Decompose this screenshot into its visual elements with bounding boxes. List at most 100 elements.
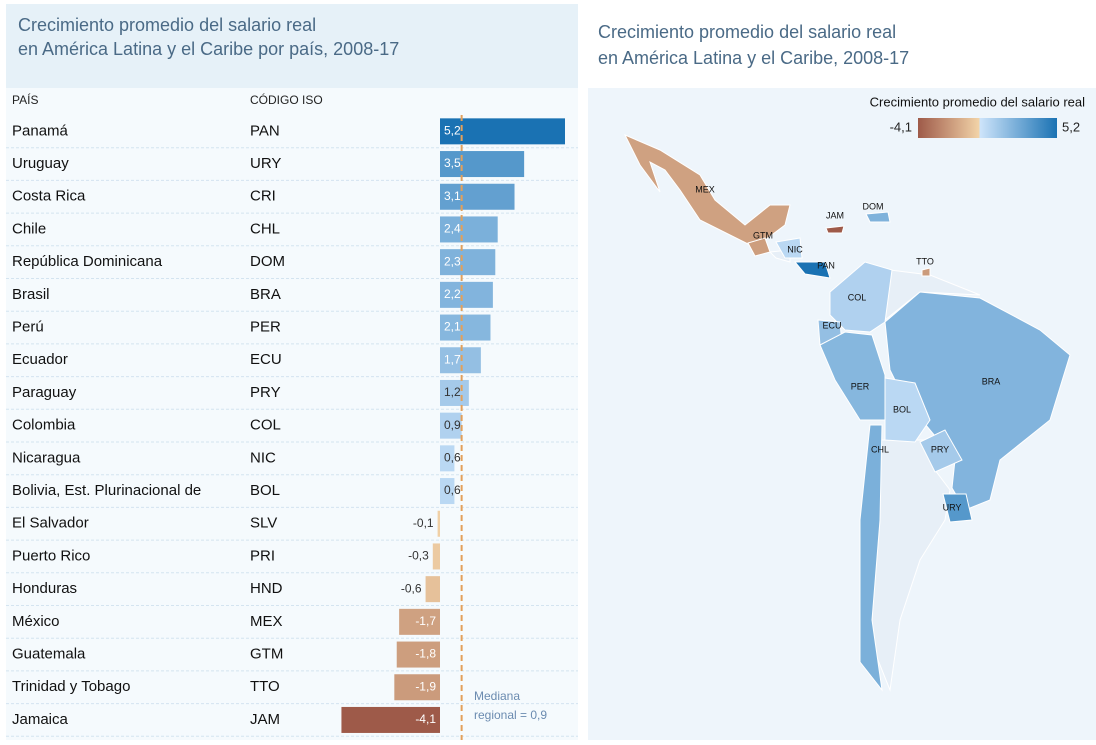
category-label: Guatemala xyxy=(12,646,86,663)
value-label: 3,5 xyxy=(444,156,461,170)
map-title: en América Latina y el Caribe, 2008-17 xyxy=(598,48,909,68)
value-label: -0,1 xyxy=(413,516,434,530)
category-label: Honduras xyxy=(12,580,77,597)
bar xyxy=(440,151,525,178)
iso-label: PRI xyxy=(250,547,275,564)
map: MEX GTM NIC PAN JAM DOM TTO COL ECU PER BRA BOL PRY C… xyxy=(623,134,1071,692)
map-title: Crecimiento promedio del salario real xyxy=(598,22,896,42)
category-label: México xyxy=(12,613,60,630)
bar xyxy=(396,641,440,668)
bar xyxy=(440,216,498,243)
map-label: COL xyxy=(848,292,867,302)
map-label: BRA xyxy=(982,376,1001,386)
value-label: 2,3 xyxy=(444,254,461,268)
country xyxy=(919,429,963,473)
bar xyxy=(440,445,455,472)
bar xyxy=(440,478,455,505)
value-label: 2,2 xyxy=(444,287,461,301)
value-label: -1,8 xyxy=(415,647,436,661)
category-label: Bolivia, Est. Plurinacional de xyxy=(12,482,201,499)
map-label: NIC xyxy=(787,244,803,254)
legend-gradient xyxy=(918,118,1057,138)
bar xyxy=(341,706,440,733)
category-label: Brasil xyxy=(12,286,50,303)
category-label: El Salvador xyxy=(12,515,89,532)
chart-title: Crecimiento promedio del salario real xyxy=(18,15,316,35)
iso-label: TTO xyxy=(250,678,280,695)
value-label: -0,3 xyxy=(408,549,429,563)
map-label: PRY xyxy=(931,444,949,454)
value-label: -1,9 xyxy=(415,679,436,693)
bar xyxy=(440,347,481,374)
value-label: 0,6 xyxy=(444,483,461,497)
category-label: Ecuador xyxy=(12,351,68,368)
iso-label: BOL xyxy=(250,482,280,499)
map-label: ECU xyxy=(822,320,841,330)
country xyxy=(825,225,845,234)
category-label: Chile xyxy=(12,220,46,237)
value-label: 5,2 xyxy=(444,124,461,138)
map-label: JAM xyxy=(826,210,844,220)
country xyxy=(865,211,891,223)
column-header: PAÍS xyxy=(12,92,38,107)
iso-label: PER xyxy=(250,319,281,336)
value-label: 1,7 xyxy=(444,352,461,366)
map-label: TTO xyxy=(916,256,934,266)
category-label: Perú xyxy=(12,319,44,336)
map-label: PAN xyxy=(817,260,835,270)
iso-label: HND xyxy=(250,580,283,597)
bar xyxy=(440,249,496,276)
category-label: Puerto Rico xyxy=(12,547,90,564)
map-label: GTM xyxy=(753,230,773,240)
bar xyxy=(399,608,440,635)
map-label: PER xyxy=(851,381,870,391)
category-label: Costa Rica xyxy=(12,188,86,205)
title-panel xyxy=(6,4,578,88)
bar xyxy=(440,183,515,210)
value-label: 2,4 xyxy=(444,222,461,236)
category-label: Paraguay xyxy=(12,384,77,401)
iso-label: COL xyxy=(250,417,281,434)
median-annotation: Mediana xyxy=(474,689,520,703)
country xyxy=(884,377,931,443)
value-label: 1,2 xyxy=(444,385,461,399)
value-label: -4,1 xyxy=(415,712,436,726)
column-header: CÓDIGO ISO xyxy=(250,92,323,107)
category-label: Nicaragua xyxy=(12,449,81,466)
bar xyxy=(394,674,440,701)
category-label: Jamaica xyxy=(12,711,69,728)
map-label: BOL xyxy=(893,404,911,414)
bar xyxy=(440,379,469,406)
bar xyxy=(440,281,493,308)
value-label: 0,6 xyxy=(444,451,461,465)
iso-label: CRI xyxy=(250,188,276,205)
iso-label: PAN xyxy=(250,122,280,139)
map-label: URY xyxy=(943,502,962,512)
category-label: Trinidad y Tobago xyxy=(12,678,130,695)
value-label: 0,9 xyxy=(444,418,461,432)
iso-label: URY xyxy=(250,155,281,172)
iso-label: NIC xyxy=(250,449,276,466)
country xyxy=(921,267,931,277)
country xyxy=(942,493,973,523)
bar xyxy=(437,510,440,537)
iso-label: BRA xyxy=(250,286,281,303)
category-label: Colombia xyxy=(12,417,76,434)
iso-label: JAM xyxy=(250,711,280,728)
map-label: DOM xyxy=(863,201,884,211)
map-label: CHL xyxy=(871,444,889,454)
iso-label: DOM xyxy=(250,253,285,270)
legend-title: Crecimiento promedio del salario real xyxy=(870,94,1085,109)
chart-title: en América Latina y el Caribe por país, … xyxy=(18,39,399,59)
iso-label: ECU xyxy=(250,351,282,368)
country xyxy=(793,261,831,279)
country xyxy=(775,237,803,259)
iso-label: MEX xyxy=(250,613,283,630)
category-label: Panamá xyxy=(12,122,69,139)
value-label: -0,6 xyxy=(401,581,422,595)
map-label: MEX xyxy=(695,184,715,194)
country xyxy=(747,237,771,257)
bar xyxy=(425,576,440,603)
legend-label: 5,2 xyxy=(1062,119,1080,134)
